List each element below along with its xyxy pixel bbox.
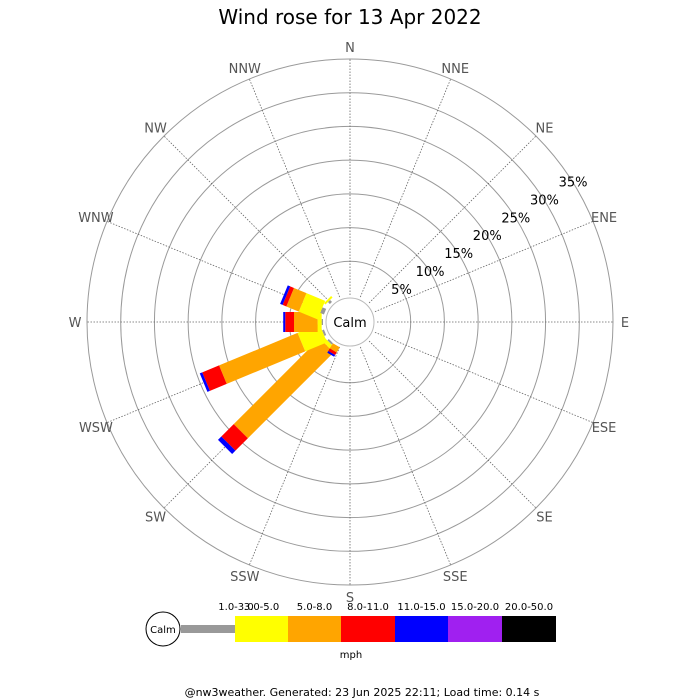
bar-segment-ssw: [327, 350, 336, 357]
direction-label-wnw: WNW: [78, 211, 114, 226]
legend-calm-label: Calm: [150, 625, 176, 636]
radial-tick-labels: 5% 10% 15%20% 25%30%35%: [391, 176, 587, 298]
direction-label-nw: NW: [144, 122, 167, 137]
direction-label-n: N: [345, 41, 355, 56]
bar-segment-w: [283, 312, 286, 332]
grid-circle: [221, 193, 479, 451]
speed-legend: Calm 1.0-3.03.0-5.0 5.0-8.0 8.0-11.0 11.0-15…: [145, 602, 556, 647]
legend-bin-label: 8.0-11.0: [347, 602, 389, 613]
bar-segment-w: [285, 312, 295, 332]
bar-segment-sw: [217, 436, 236, 455]
bar-segment-w: [294, 312, 318, 332]
bar-segment-sw: [233, 338, 334, 439]
bar-segment-wsw: [202, 365, 227, 391]
spoke-nnw: [248, 78, 341, 298]
legend-swatch: [181, 625, 235, 633]
direction-label-sse: SSE: [443, 570, 468, 585]
spoke-sse: [359, 346, 452, 566]
legend-swatch: [502, 616, 556, 642]
legend-bin-label: 5.0-8.0: [297, 602, 332, 613]
spoke-se: [368, 340, 537, 509]
bar-w: [283, 312, 323, 332]
direction-label-sw: SW: [145, 510, 166, 525]
legend-bin-label: 1.0-3.0: [218, 602, 253, 613]
wind-bars: [199, 285, 340, 455]
spoke-nne: [359, 78, 452, 298]
legend-bin-label: 11.0-15.0: [397, 602, 445, 613]
legend-bin-label: 20.0-50.0: [505, 602, 553, 613]
legend-swatch: [235, 616, 288, 642]
radial-tick-label: 20%: [473, 229, 502, 244]
radial-tick-label: 25%: [501, 211, 530, 226]
radial-tick-label: 35%: [559, 176, 588, 191]
spoke-ene: [374, 220, 594, 313]
direction-label-ene: ENE: [591, 211, 617, 226]
chart-title: Wind rose for 13 Apr 2022: [218, 5, 481, 29]
bar-segment-nw: [327, 299, 332, 304]
radial-tick-label: 30%: [530, 193, 559, 208]
bar-segment-wsw: [219, 332, 306, 384]
direction-label-ne: NE: [535, 122, 553, 137]
direction-label-e: E: [621, 316, 629, 331]
footer-text: @nw3weather. Generated: 23 Jun 2025 22:1…: [185, 686, 540, 699]
bar-segment-ssw: [328, 348, 337, 356]
direction-label-wsw: WSW: [79, 421, 113, 436]
bar-nw: [324, 296, 333, 305]
bar-segment-w: [317, 312, 322, 332]
direction-label-nne: NNE: [441, 62, 469, 77]
direction-label-se: SE: [536, 510, 552, 525]
direction-label-nnw: NNW: [229, 62, 261, 77]
radial-tick-label: 15%: [444, 247, 473, 262]
direction-label-ese: ESE: [592, 421, 617, 436]
direction-label-w: W: [69, 316, 82, 331]
bar-segment-w: [321, 319, 323, 325]
direction-label-s: S: [346, 591, 354, 606]
radial-tick-label: 10%: [416, 265, 445, 280]
bar-segment-nw: [324, 296, 333, 305]
direction-label-ssw: SSW: [230, 570, 260, 585]
spoke-ne: [368, 135, 537, 304]
direction-labels: N NNE NE ENE E ESE SE SSE S SSW SW WSW W WNW NW NNW: [69, 41, 630, 606]
bar-segment-wnw: [320, 307, 327, 315]
grid-circle: [187, 159, 513, 485]
bar-segment-wnw: [280, 285, 291, 305]
legend-swatch: [395, 616, 448, 642]
legend-swatch: [288, 616, 341, 642]
bar-segment-wnw: [298, 293, 326, 320]
bar-segment-sw: [221, 424, 248, 451]
calm-label: Calm: [333, 316, 366, 331]
calm-circle: [325, 297, 375, 347]
legend-bin-label: 3.0-5.0: [244, 602, 279, 613]
bar-segment-ssw: [329, 343, 340, 353]
bar-segment-wnw: [286, 287, 307, 312]
spoke-nw: [163, 135, 332, 304]
legend-bin-label: 15.0-20.0: [451, 602, 499, 613]
legend-calm-circle: [145, 611, 181, 647]
radial-tick-label: 5%: [391, 283, 412, 298]
legend-units: mph: [340, 650, 362, 661]
spoke-ssw: [248, 346, 341, 566]
bar-segment-wsw: [199, 372, 210, 392]
bar-segment-wsw: [322, 329, 327, 336]
bar-segment-wnw: [282, 286, 294, 307]
bar-segment-sw: [327, 338, 334, 345]
bar-ssw-sliver: [327, 343, 340, 357]
spoke-ese: [374, 331, 594, 424]
grid-circle: [86, 58, 614, 586]
legend-swatch: [448, 616, 502, 642]
legend-swatch: [341, 616, 395, 642]
calm-center: Calm: [325, 297, 375, 347]
bar-wnw: [280, 285, 327, 320]
